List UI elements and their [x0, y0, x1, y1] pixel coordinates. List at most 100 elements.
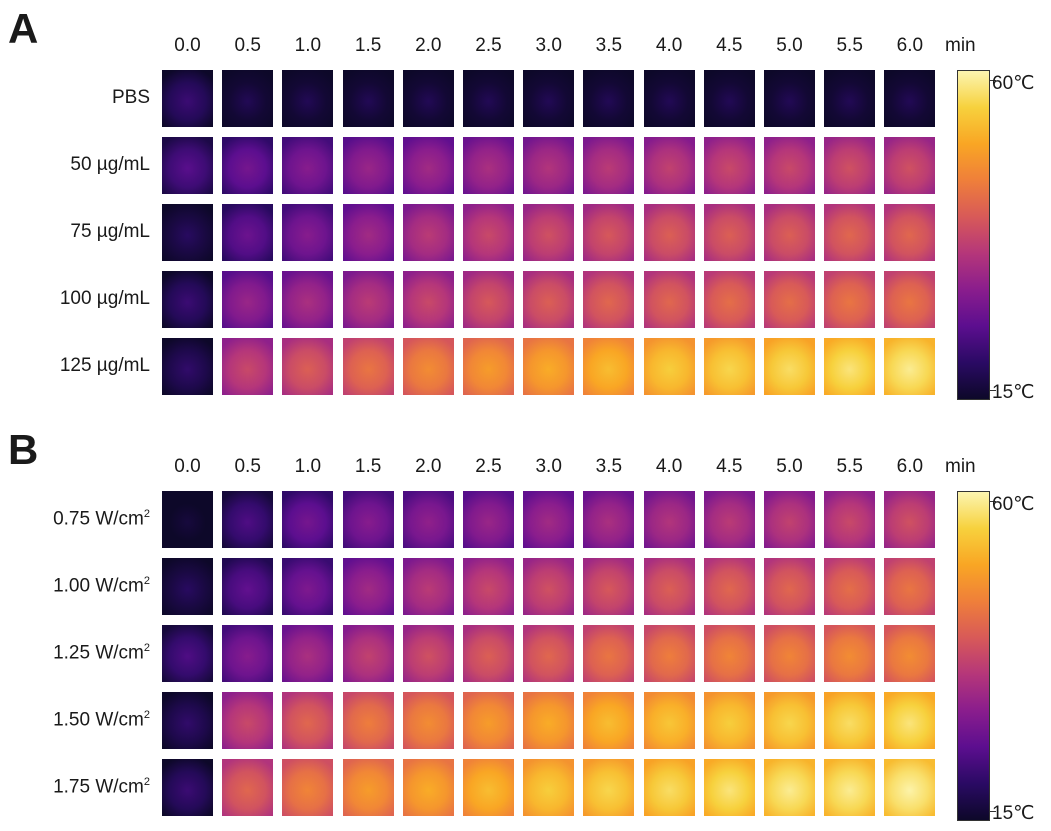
thermal-cell	[884, 271, 936, 328]
thermal-cell	[402, 70, 454, 127]
thermal-cell	[824, 759, 876, 816]
thermal-cell	[523, 204, 575, 261]
row-label-superscript: 2	[143, 776, 150, 788]
thermal-cell	[282, 137, 334, 194]
thermal-cell	[764, 204, 815, 261]
thermal-cell	[643, 271, 695, 328]
thermal-cell	[222, 137, 274, 194]
thermal-cell	[463, 271, 514, 328]
thermal-cell	[703, 338, 755, 395]
colorbar-min-tick	[990, 390, 996, 391]
thermal-cell	[162, 692, 213, 749]
thermal-cell	[282, 271, 334, 328]
thermal-cell	[824, 491, 876, 548]
thermal-cell	[824, 137, 876, 194]
thermal-cell	[523, 70, 575, 127]
thermal-cell	[884, 137, 936, 194]
thermal-cell	[402, 271, 454, 328]
colorbar-max-tick	[990, 80, 996, 81]
thermal-cell	[523, 558, 575, 615]
time-tick-label: 1.0	[294, 456, 322, 477]
thermal-cell	[824, 70, 876, 127]
thermal-cell	[402, 137, 454, 194]
time-tick-label: 3.5	[595, 35, 623, 56]
thermal-cell	[824, 204, 876, 261]
thermal-cell	[523, 491, 575, 548]
thermal-cell	[282, 759, 334, 816]
thermal-cell	[282, 491, 334, 548]
time-tick-label: 5.5	[836, 456, 863, 477]
thermal-cell	[884, 558, 936, 615]
thermal-grid: 0.75 W/cm2 1.00 W/cm2 1.25 W/cm2 1.50 W/cm2…	[0, 421, 960, 821]
thermal-cell	[342, 271, 394, 328]
time-unit-label: min	[945, 35, 976, 56]
thermal-cell	[342, 204, 394, 261]
thermal-cell	[583, 558, 635, 615]
thermal-cell	[824, 625, 876, 682]
time-tick-label: 0.5	[234, 35, 261, 56]
row-label: 0.75 W/cm2	[53, 508, 150, 530]
thermal-cell	[222, 271, 274, 328]
thermal-cell	[162, 271, 213, 328]
thermal-cell	[884, 692, 936, 749]
time-tick-label: 3.0	[535, 456, 562, 477]
panel-b: B 0.0 0.5 1.0 1.5 2.0 2.5 3.0 3.5 4.0 4.5 5.0 5.5 6.…	[0, 421, 1051, 825]
row-label-superscript: 2	[143, 642, 150, 654]
thermal-cell	[222, 625, 274, 682]
row-label: 125 µg/mL	[59, 355, 150, 376]
thermal-cell	[162, 558, 213, 615]
time-header: 0.0 0.5 1.0 1.5 2.0 2.5 3.0 3.5 4.0 4.5 5.0 5.5 6.0 m…	[0, 0, 1051, 60]
thermal-cell	[764, 625, 815, 682]
thermal-cell	[282, 625, 334, 682]
thermal-cell	[643, 491, 695, 548]
row-label-superscript: 2	[143, 575, 150, 587]
thermal-cell	[884, 491, 936, 548]
thermal-cell	[764, 692, 815, 749]
row-label: 75 µg/mL	[70, 221, 150, 242]
thermal-cell	[523, 625, 575, 682]
panel-letter-a: A	[8, 5, 39, 52]
time-tick-label: 0.0	[174, 456, 201, 477]
thermal-cell	[523, 271, 575, 328]
thermal-cell	[402, 625, 454, 682]
thermal-cell	[523, 137, 575, 194]
thermal-cell	[824, 558, 876, 615]
thermal-cell	[162, 70, 213, 127]
thermal-cell	[643, 759, 695, 816]
thermal-cell	[463, 692, 514, 749]
colorbar-max-tick	[990, 501, 996, 502]
thermal-cell	[643, 70, 695, 127]
thermal-cell	[222, 692, 274, 749]
thermal-cell	[703, 692, 755, 749]
thermal-cell	[643, 338, 695, 395]
thermal-cell	[162, 204, 213, 261]
row-label: 1.50 W/cm2	[53, 709, 150, 731]
thermal-cell	[764, 271, 815, 328]
panel-a: A 0.0 0.5 1.0 1.5 2.0 2.5 3.0 3.5 4.0 4.5 5.0 5.5 6.…	[0, 0, 1051, 404]
time-header: 0.0 0.5 1.0 1.5 2.0 2.5 3.0 3.5 4.0 4.5 5.0 5.5 6.0 m…	[0, 421, 1051, 481]
thermal-cell	[162, 625, 213, 682]
thermal-cell	[463, 759, 514, 816]
thermal-cell	[162, 338, 213, 395]
row-label: 50 µg/mL	[70, 154, 150, 175]
time-tick-label: 2.0	[415, 35, 442, 56]
thermal-cell	[342, 338, 394, 395]
thermal-cell	[222, 491, 274, 548]
thermal-cell	[282, 204, 334, 261]
thermal-cell	[342, 558, 394, 615]
thermal-cell	[884, 625, 936, 682]
thermal-cell	[643, 558, 695, 615]
thermal-cell	[402, 338, 454, 395]
thermal-cell	[402, 692, 454, 749]
time-tick-label: 2.5	[475, 35, 502, 56]
thermal-cell	[463, 338, 514, 395]
thermal-cell	[583, 692, 635, 749]
time-tick-label: 2.5	[475, 456, 502, 477]
time-tick-label: 4.0	[655, 35, 683, 56]
thermal-cell	[222, 338, 274, 395]
thermal-cell	[222, 759, 274, 816]
thermal-cell	[463, 625, 514, 682]
row-label-superscript: 2	[143, 709, 150, 721]
time-tick-label: 1.5	[354, 35, 382, 56]
thermal-cell	[764, 70, 815, 127]
